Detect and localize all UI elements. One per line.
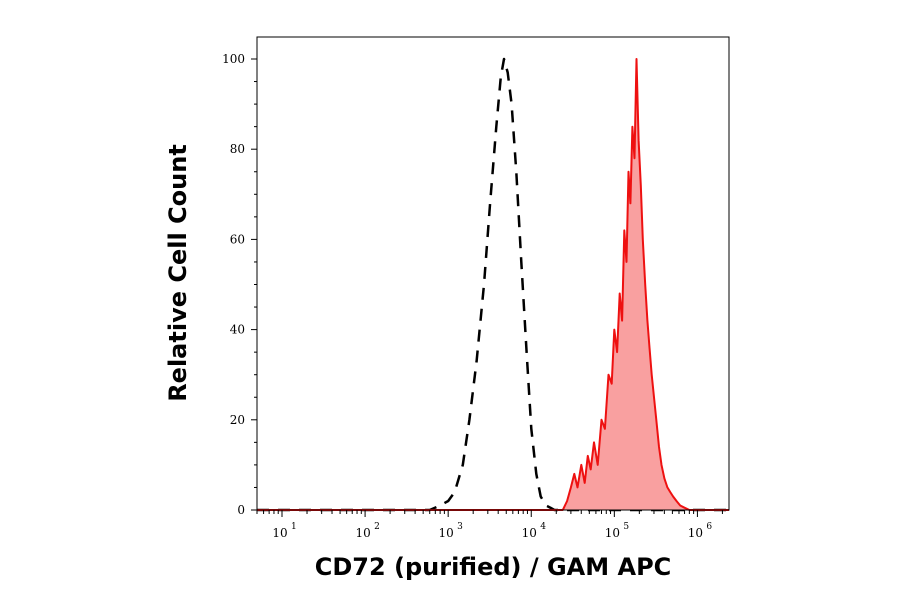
y-axis-title: Relative Cell Count [164, 144, 192, 402]
y-tick-label-4: 80 [230, 142, 245, 156]
x-tick-exp-2: 3 [457, 522, 463, 532]
x-tick-label-5: 10 [688, 526, 703, 540]
x-axis-title: CD72 (purified) / GAM APC [315, 553, 672, 581]
x-tick-exp-0: 1 [291, 522, 297, 532]
x-tick-label-2: 10 [439, 526, 454, 540]
y-tick-label-0: 0 [237, 503, 245, 517]
x-tick-exp-5: 6 [706, 522, 712, 532]
series-line-1 [257, 58, 729, 511]
y-tick-label-3: 60 [230, 232, 245, 246]
x-tick-label-3: 10 [522, 526, 537, 540]
x-tick-label-0: 10 [272, 526, 287, 540]
x-tick-label-1: 10 [355, 526, 370, 540]
series-line-0 [257, 57, 729, 512]
plot-frame [256, 36, 730, 511]
x-tick-exp-1: 2 [374, 522, 380, 532]
plot-area [257, 57, 729, 512]
y-tick-label-2: 40 [230, 323, 245, 337]
y-tick-label-1: 20 [230, 413, 245, 427]
x-tick-exp-3: 4 [540, 522, 546, 532]
x-tick-exp-4: 5 [623, 522, 629, 532]
series-fill-1 [257, 59, 729, 510]
x-tick-label-4: 10 [605, 526, 620, 540]
y-tick-label-5: 100 [222, 52, 245, 66]
